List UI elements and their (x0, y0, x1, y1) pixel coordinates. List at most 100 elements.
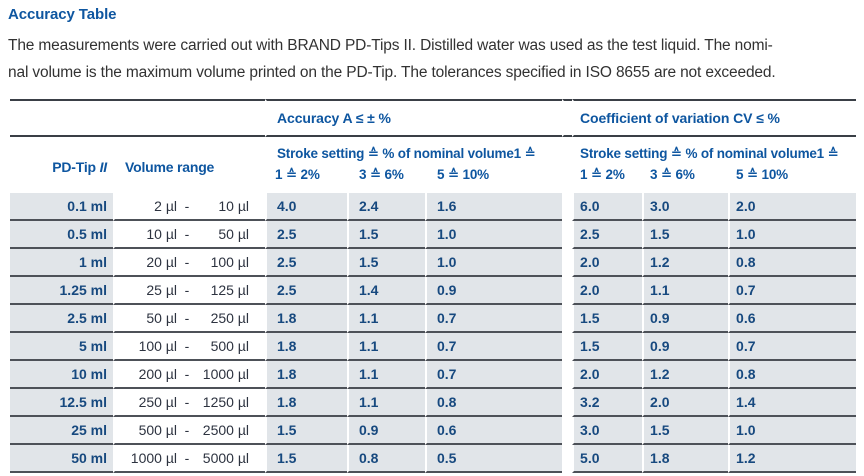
table-body: 0.1 ml 2 µl -10 µl 4.0 2.4 1.6 6.0 3.0 2.0 0.5 ml… (10, 193, 857, 473)
pdtip-size-cell: 1.25 ml (10, 277, 113, 305)
group-gap (562, 445, 573, 473)
cv-value-3: 1.1 (642, 277, 729, 305)
cv-value-3: 1.5 (642, 417, 729, 445)
volume-range-cell: 20 µl - 100 µl (113, 249, 265, 277)
range-separator: - (184, 450, 190, 466)
range-from: 200 µl (138, 366, 177, 382)
range-separator: - (184, 198, 190, 214)
pdtip-size-cell: 10 ml (10, 361, 113, 389)
accuracy-value-1: 2.5 (265, 221, 347, 249)
sub-header-cv-5: 5 ≙ 10% (728, 167, 856, 193)
range-to: 10 µl (218, 198, 249, 214)
cv-value-5: 0.6 (728, 305, 857, 333)
table-row: 0.1 ml 2 µl - 10 µl 4.0 2.4 1.6 6.0 3.0 2.0 (10, 193, 857, 221)
accuracy-value-3: 0.9 (347, 417, 425, 445)
accuracy-value-5: 1.0 (425, 221, 563, 249)
sub-header-row: 1 ≙ 2% 3 ≙ 6% 5 ≙ 10% 1 ≙ 2% 3 ≙ 6% 5 ≙ … (10, 167, 856, 193)
cv-value-5: 1.4 (728, 389, 857, 417)
cv-value-1: 3.0 (572, 417, 643, 445)
accuracy-value-3: 1.4 (347, 277, 425, 305)
range-to: 500 µl (210, 338, 249, 354)
cv-value-5: 1.0 (728, 221, 857, 249)
cv-value-1: 1.5 (572, 333, 643, 361)
range-from: 250 µl (138, 394, 177, 410)
range-to: 100 µl (210, 254, 249, 270)
cv-value-3: 1.2 (642, 249, 729, 277)
range-separator: - (184, 226, 190, 242)
accuracy-value-1: 1.8 (265, 305, 347, 333)
group-gap (562, 417, 573, 445)
range-from: 25 µl (146, 282, 177, 298)
accuracy-value-5: 0.9 (425, 277, 563, 305)
accuracy-value-1: 4.0 (265, 193, 347, 221)
volume-range-cell: 25 µl - 125 µl (113, 277, 265, 305)
range-to: 5000 µl (202, 450, 249, 466)
accuracy-value-1: 2.5 (265, 277, 347, 305)
sub-header-cv-1: 1 ≙ 2% (572, 167, 642, 193)
table-row: 50 ml 1000 µl -5000 µl 1.5 0.8 0.5 5.0 1.8 1.2 (10, 445, 857, 473)
cv-value-5: 0.8 (728, 249, 857, 277)
range-from: 500 µl (138, 422, 177, 438)
accuracy-value-1: 1.8 (265, 361, 347, 389)
cv-value-1: 2.0 (572, 361, 643, 389)
pdtip-label: PD-Tip (52, 159, 96, 175)
accuracy-value-3: 1.5 (347, 249, 425, 277)
table-row: 2.5 ml 50 µl - 250 µl 1.8 1.1 0.7 1.5 0.9 0.6 (10, 305, 857, 333)
volume-range-cell: 200 µl -1000 µl (113, 361, 265, 389)
accuracy-value-1: 1.5 (265, 417, 347, 445)
pdtip-size-cell: 2.5 ml (10, 305, 113, 333)
group-gap (562, 221, 573, 249)
accuracy-value-5: 1.0 (425, 249, 563, 277)
range-separator: - (184, 366, 190, 382)
accuracy-value-5: 0.7 (425, 333, 563, 361)
cv-value-5: 0.7 (728, 277, 857, 305)
pdtip-size-cell: 0.5 ml (10, 221, 113, 249)
page-title: Accuracy Table (8, 6, 117, 23)
cv-value-3: 0.9 (642, 333, 729, 361)
range-from: 10 µl (146, 226, 177, 242)
pdtip-suffix: II (99, 159, 108, 175)
accuracy-value-3: 2.4 (347, 193, 425, 221)
cv-value-3: 3.0 (642, 193, 729, 221)
accuracy-value-1: 2.5 (265, 249, 347, 277)
cv-value-5: 0.8 (728, 361, 857, 389)
cv-value-5: 2.0 (728, 193, 857, 221)
stroke-setting-header-accuracy: Stroke setting ≙ % of nominal volume1 ≙ (265, 137, 562, 167)
volume-range-cell: 100 µl - 500 µl (113, 333, 265, 361)
group-header-spacer (10, 99, 265, 137)
range-separator: - (184, 394, 190, 410)
accuracy-value-3: 1.1 (347, 361, 425, 389)
range-to: 250 µl (210, 310, 249, 326)
volume-range-column-header: Volume range (113, 137, 265, 193)
range-from: 1000 µl (130, 450, 177, 466)
pdtip-size-cell: 0.1 ml (10, 193, 113, 221)
group-gap (562, 389, 573, 417)
accuracy-value-5: 0.6 (425, 417, 563, 445)
range-separator: - (184, 310, 190, 326)
pdtip-size-cell: 12.5 ml (10, 389, 113, 417)
range-to: 1250 µl (202, 394, 249, 410)
cv-value-1: 6.0 (572, 193, 643, 221)
accuracy-value-5: 0.8 (425, 389, 563, 417)
range-to: 2500 µl (202, 422, 249, 438)
group-gap (562, 137, 573, 193)
pdtip-column-header: PD-Tip II (10, 137, 113, 193)
range-separator: - (184, 422, 190, 438)
pdtip-size-cell: 25 ml (10, 417, 113, 445)
cv-value-3: 1.5 (642, 221, 729, 249)
table-row: 1 ml 20 µl - 100 µl 2.5 1.5 1.0 2.0 1.2 0.8 (10, 249, 857, 277)
intro-line-1: The measurements were carried out with B… (8, 37, 773, 54)
cv-value-1: 3.2 (572, 389, 643, 417)
accuracy-value-3: 1.5 (347, 221, 425, 249)
volume-range-cell: 2 µl - 10 µl (113, 193, 265, 221)
accuracy-value-5: 1.6 (425, 193, 563, 221)
sub-header-acc-3: 3 ≙ 6% (347, 167, 425, 193)
cv-group-header: Coefficient of variation CV ≤ % (572, 99, 857, 137)
sub-header-acc-5: 5 ≙ 10% (425, 167, 562, 193)
accuracy-value-1: 1.5 (265, 445, 347, 473)
cv-value-1: 2.0 (572, 277, 643, 305)
cv-value-3: 1.2 (642, 361, 729, 389)
group-gap (562, 333, 573, 361)
accuracy-group-header: Accuracy A ≤ ± % (265, 99, 563, 137)
